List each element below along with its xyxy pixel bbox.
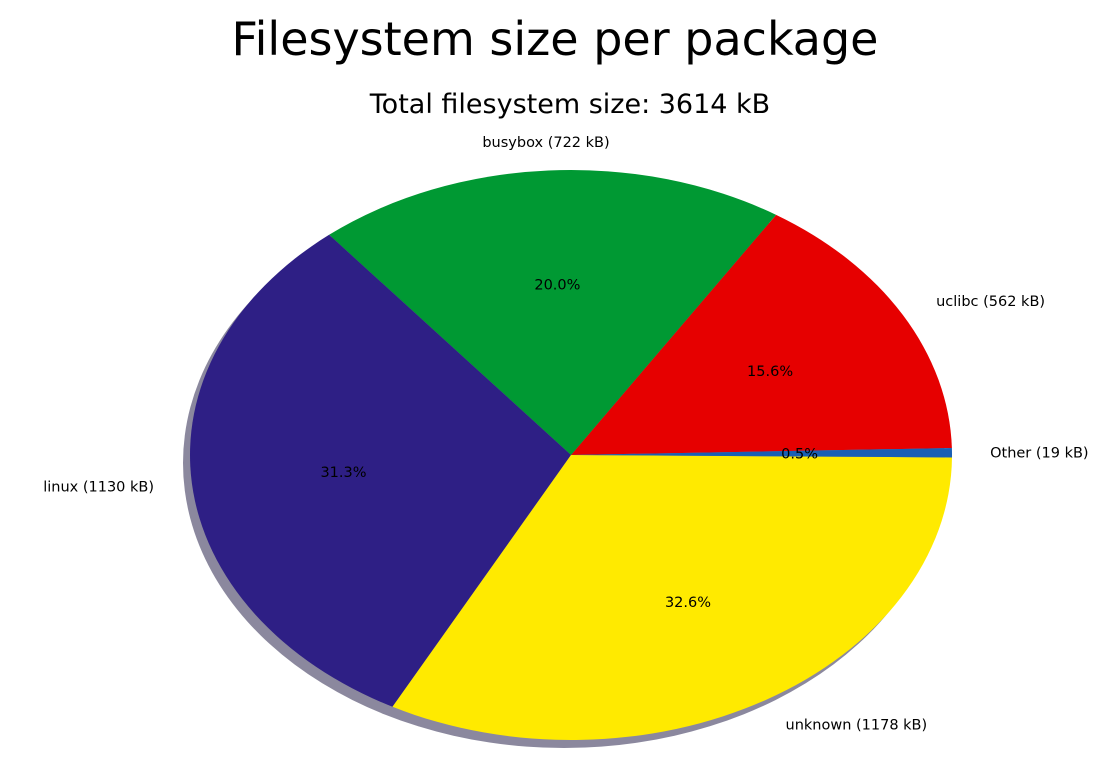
pie-pct-label-uclibc: 15.6% [747, 364, 793, 380]
pie-pct-label-unknown: 32.6% [665, 595, 711, 611]
pie-slice-other [571, 448, 953, 458]
pie-slice-label-uclibc: uclibc (562 kB) [936, 294, 1045, 310]
pie-slice-busybox [329, 169, 777, 455]
pie-slice-unknown [392, 455, 952, 741]
pie-pct-label-linux: 31.3% [320, 465, 366, 481]
pie-slices [190, 169, 953, 741]
pie-slice-label-unknown: unknown (1178 kB) [786, 717, 928, 733]
pie-slice-linux [190, 234, 571, 707]
chart-title: Filesystem size per package [232, 12, 879, 66]
pie-slice-label-other: Other (19 kB) [990, 446, 1089, 462]
pie-pct-label-other: 0.5% [781, 447, 818, 463]
pie-labels: 15.6% uclibc (562 kB) 20.0% busybox (722 kB… [43, 135, 1088, 733]
pie-slice-label-busybox: busybox (722 kB) [482, 135, 609, 151]
pie-slice-label-linux: linux (1130 kB) [43, 479, 154, 495]
pie-pct-label-busybox: 20.0% [534, 277, 580, 293]
chart-subtitle: Total filesystem size: 3614 kB [369, 89, 770, 120]
pie-slice-uclibc [571, 214, 952, 455]
